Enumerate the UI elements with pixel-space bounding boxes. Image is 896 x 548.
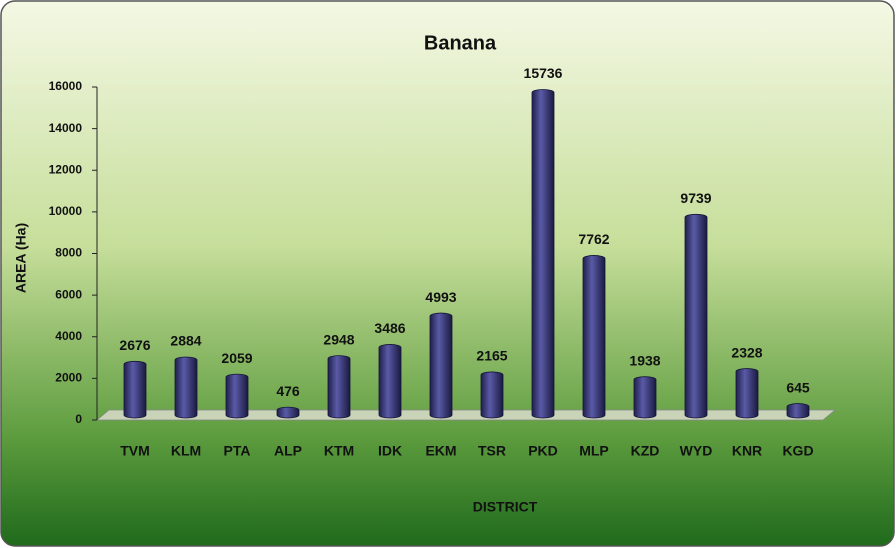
data-label: 2884 bbox=[170, 333, 201, 349]
data-label: 7762 bbox=[578, 231, 609, 247]
x-tick-label: KTM bbox=[324, 443, 354, 459]
bar bbox=[735, 368, 759, 419]
data-label: 2948 bbox=[323, 331, 354, 347]
y-tick-label: 8000 bbox=[55, 246, 82, 260]
bar bbox=[582, 255, 606, 419]
x-tick-label: PKD bbox=[528, 443, 558, 459]
bar bbox=[174, 356, 198, 419]
x-tick-label: TVM bbox=[120, 443, 150, 459]
bar bbox=[684, 213, 708, 419]
x-tick-label: KZD bbox=[631, 443, 660, 459]
x-tick-label: WYD bbox=[680, 443, 713, 459]
y-tick-label: 16000 bbox=[49, 79, 83, 93]
y-tick-label: 0 bbox=[75, 412, 82, 426]
bar bbox=[429, 312, 453, 419]
data-label: 4993 bbox=[425, 289, 456, 305]
chart-title: Banana bbox=[424, 32, 497, 54]
data-label: 2676 bbox=[119, 337, 150, 353]
data-label: 645 bbox=[786, 379, 810, 395]
x-tick-label: EKM bbox=[425, 443, 456, 459]
plot-floor bbox=[95, 409, 837, 421]
bar bbox=[327, 355, 351, 419]
y-tick-label: 12000 bbox=[49, 162, 83, 176]
data-label: 2328 bbox=[731, 344, 762, 360]
x-tick-label: ALP bbox=[274, 443, 302, 459]
data-label: 1938 bbox=[629, 352, 660, 368]
y-tick-label: 10000 bbox=[49, 204, 83, 218]
x-tick-label: TSR bbox=[478, 443, 506, 459]
bar bbox=[123, 360, 147, 419]
bar bbox=[276, 406, 300, 419]
bar bbox=[225, 373, 249, 419]
x-tick-label: KGD bbox=[782, 443, 813, 459]
y-tick-label: 6000 bbox=[55, 287, 82, 301]
y-tick-label: 2000 bbox=[55, 371, 82, 385]
x-tick-label: IDK bbox=[378, 443, 402, 459]
data-label: 476 bbox=[276, 383, 300, 399]
x-axis-label: DISTRICT bbox=[473, 499, 538, 515]
data-label: 9739 bbox=[680, 190, 711, 206]
y-axis-label: AREA (Ha) bbox=[13, 223, 29, 293]
bar bbox=[378, 344, 402, 419]
data-label: 2059 bbox=[221, 350, 252, 366]
data-label: 2165 bbox=[476, 348, 507, 364]
data-label: 15736 bbox=[524, 65, 563, 81]
data-label: 3486 bbox=[374, 320, 405, 336]
bar bbox=[786, 403, 810, 419]
x-tick-label: KLM bbox=[171, 443, 201, 459]
bar bbox=[633, 376, 657, 419]
y-tick-label: 4000 bbox=[55, 329, 82, 343]
x-tick-label: PTA bbox=[224, 443, 251, 459]
bar bbox=[480, 371, 504, 419]
x-tick-label: MLP bbox=[579, 443, 609, 459]
bar bbox=[531, 89, 555, 419]
x-tick-label: KNR bbox=[732, 443, 762, 459]
y-tick-label: 14000 bbox=[49, 121, 83, 135]
